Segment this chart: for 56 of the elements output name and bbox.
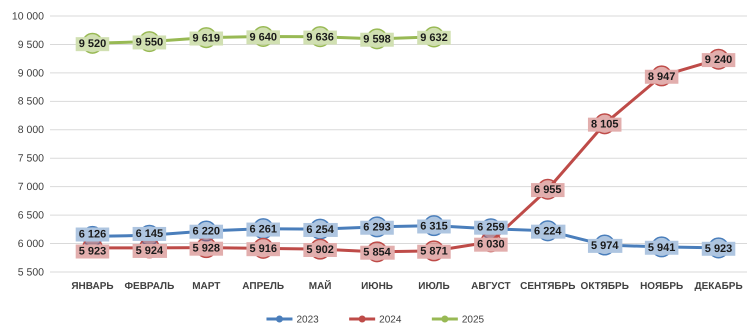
data-label: 5 871: [420, 246, 448, 258]
data-label: 5 902: [306, 244, 334, 256]
data-label: 9 550: [136, 36, 164, 48]
x-tick-label: МАЙ: [308, 279, 332, 292]
data-label: 5 941: [648, 242, 676, 254]
y-tick-label: 7 500: [18, 152, 44, 165]
y-tick-label: 6 000: [18, 238, 44, 250]
legend-label: 2023: [296, 314, 320, 326]
data-label: 9 598: [363, 34, 391, 46]
x-tick-label: ОКТЯБРЬ: [580, 281, 629, 292]
x-tick-label: МАРТ: [192, 281, 220, 292]
x-tick-label: СЕНТЯБРЬ: [520, 281, 576, 292]
data-label: 6 030: [477, 238, 505, 251]
data-label: 5 928: [192, 242, 220, 255]
data-label: 8 947: [648, 70, 676, 83]
y-tick-label: 9 500: [18, 38, 44, 51]
data-label: 6 224: [534, 226, 562, 238]
data-label: 6 220: [192, 226, 220, 238]
y-tick-label: 8 500: [18, 96, 44, 108]
legend-label: 2024: [379, 314, 402, 326]
data-label: 9 636: [306, 32, 334, 44]
data-label: 6 254: [306, 224, 335, 236]
data-label: 6 955: [534, 184, 562, 196]
data-label: 9 640: [249, 31, 277, 44]
data-label: 6 315: [420, 220, 448, 232]
data-label: 8 105: [590, 118, 618, 131]
y-tick-label: 5 500: [18, 266, 44, 278]
data-label: 5 923: [78, 246, 106, 258]
y-tick-label: 6 500: [18, 209, 44, 222]
y-tick-label: 7 000: [18, 181, 44, 194]
data-label: 6 293: [363, 222, 391, 234]
data-label: 9 619: [192, 32, 220, 45]
data-label: 9 632: [420, 32, 448, 44]
data-label: 5 854: [363, 246, 392, 259]
x-tick-label: ДЕКАБРЬ: [694, 281, 743, 292]
x-tick-label: АВГУСТ: [471, 281, 511, 292]
y-tick-label: 9 000: [18, 67, 44, 80]
data-label: 6 145: [136, 228, 164, 240]
x-tick-label: ИЮНЬ: [361, 281, 394, 292]
x-tick-label: ФЕВРАЛЬ: [124, 281, 174, 292]
data-label: 9 520: [78, 38, 106, 50]
x-tick-label: НОЯБРЬ: [640, 281, 684, 292]
legend-label: 2025: [462, 314, 485, 326]
y-tick-label: 10 000: [12, 10, 44, 22]
data-label: 6 126: [78, 228, 106, 241]
data-label: 6 259: [477, 222, 505, 234]
data-label: 5 974: [590, 240, 620, 252]
data-label: 5 916: [249, 243, 277, 256]
data-label: 5 923: [704, 242, 732, 255]
x-tick-label: ИЮЛЬ: [418, 281, 450, 292]
data-label: 5 924: [136, 244, 164, 257]
y-tick-label: 8 000: [18, 124, 44, 136]
data-label: 6 261: [249, 224, 277, 236]
x-tick-label: ЯНВАРЬ: [71, 281, 114, 292]
x-tick-label: АПРЕЛЬ: [242, 281, 284, 292]
data-label: 9 240: [704, 54, 732, 66]
